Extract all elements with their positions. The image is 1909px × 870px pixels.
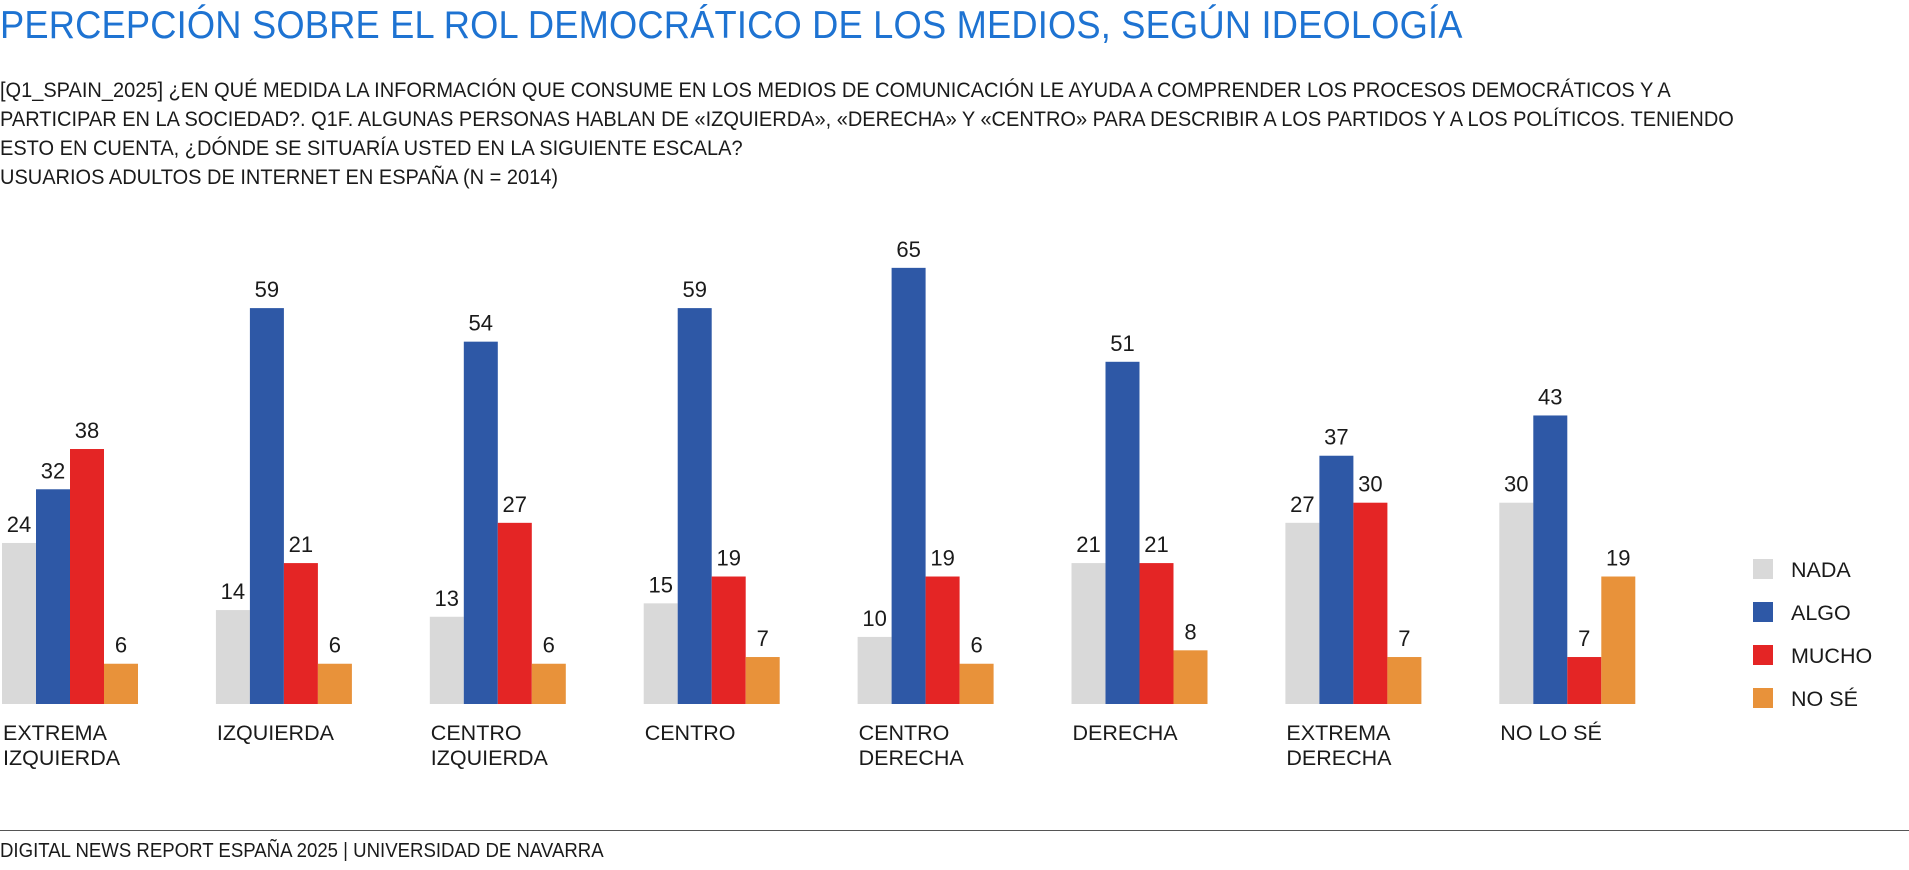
bar-nada <box>1285 522 1320 704</box>
bar-mucho <box>497 522 532 704</box>
data-label: 65 <box>896 237 920 262</box>
category-label: IZQUIERDA <box>217 721 335 745</box>
bar-algo <box>1533 415 1568 704</box>
legend-label: NO SÉ <box>1791 686 1858 711</box>
bar-algo <box>36 489 70 704</box>
bar-no-sé <box>1387 657 1422 704</box>
data-label: 30 <box>1358 472 1382 497</box>
data-label: 21 <box>1144 532 1168 557</box>
bar-no-sé <box>104 663 138 704</box>
bar-nada <box>429 616 464 704</box>
legend-swatch <box>1753 559 1773 579</box>
category-label: DERECHA <box>1073 721 1179 745</box>
bar-mucho <box>1353 502 1388 704</box>
data-label: 15 <box>648 572 672 597</box>
bar-no-sé <box>1601 576 1636 704</box>
data-label: 27 <box>503 492 527 517</box>
bar-no-sé <box>317 663 352 704</box>
bar-mucho <box>70 449 104 704</box>
bar-mucho <box>1139 563 1174 704</box>
data-label: 30 <box>1504 472 1528 497</box>
data-label: 21 <box>289 532 313 557</box>
bar-algo <box>463 341 498 704</box>
category-label: DERECHA <box>859 746 965 770</box>
data-label: 59 <box>682 277 706 302</box>
bar-algo <box>1319 455 1354 704</box>
legend-swatch <box>1753 602 1773 622</box>
legend-swatch <box>1753 688 1773 708</box>
subtitle-line: USUARIOS ADULTOS DE INTERNET EN ESPAÑA (… <box>0 165 558 189</box>
data-label: 6 <box>115 633 127 658</box>
data-label: 37 <box>1324 425 1348 450</box>
data-label: 32 <box>41 458 65 483</box>
subtitle-line: PARTICIPAR EN LA SOCIEDAD?. Q1F. ALGUNAS… <box>0 107 1734 131</box>
footer-divider <box>0 830 1909 831</box>
chart-subtitle: [Q1_SPAIN_2025] ¿EN QUÉ MEDIDA LA INFORM… <box>0 76 1734 192</box>
category-label: EXTREMA <box>3 721 108 745</box>
data-label: 7 <box>1578 626 1590 651</box>
bar-nada <box>1071 563 1106 704</box>
bar-algo <box>1105 361 1140 704</box>
data-label: 13 <box>435 586 459 611</box>
data-label: 8 <box>1184 619 1196 644</box>
data-label: 27 <box>1290 492 1314 517</box>
category-label: CENTRO <box>431 721 522 745</box>
category-label: IZQUIERDA <box>431 746 549 770</box>
bar-mucho <box>283 563 318 704</box>
data-label: 6 <box>543 633 555 658</box>
data-label: 19 <box>716 546 740 571</box>
data-label: 19 <box>1606 546 1630 571</box>
data-label: 59 <box>255 277 279 302</box>
subtitle-line: [Q1_SPAIN_2025] ¿EN QUÉ MEDIDA LA INFORM… <box>0 78 1671 102</box>
category-label: DERECHA <box>1286 746 1392 770</box>
data-label: 7 <box>757 626 769 651</box>
data-label: 14 <box>221 579 245 604</box>
bar-algo <box>677 308 712 704</box>
data-label: 6 <box>970 633 982 658</box>
data-label: 21 <box>1076 532 1100 557</box>
footer-source: DIGITAL NEWS REPORT ESPAÑA 2025 | UNIVER… <box>0 840 604 862</box>
category-label: EXTREMA <box>1286 721 1391 745</box>
bar-no-sé <box>959 663 994 704</box>
category-label: CENTRO <box>645 721 736 745</box>
legend-swatch <box>1753 645 1773 665</box>
bar-mucho <box>1567 657 1602 704</box>
bar-no-sé <box>745 657 780 704</box>
grouped-bar-chart: 2432386EXTREMAIZQUIERDA1459216IZQUIERDA1… <box>2 237 1872 770</box>
data-label: 51 <box>1110 331 1134 356</box>
legend-label: ALGO <box>1791 601 1851 625</box>
bar-nada <box>857 636 892 704</box>
legend-label: NADA <box>1791 558 1851 582</box>
bar-nada <box>215 610 250 704</box>
data-label: 10 <box>862 606 886 631</box>
data-label: 6 <box>329 633 341 658</box>
data-label: 24 <box>7 512 31 537</box>
bar-algo <box>249 308 284 704</box>
data-label: 38 <box>75 418 99 443</box>
bar-no-sé <box>1173 650 1208 704</box>
legend-label: MUCHO <box>1791 644 1872 668</box>
bar-nada <box>1499 502 1534 704</box>
bar-mucho <box>925 576 960 704</box>
category-label: IZQUIERDA <box>3 746 121 770</box>
bar-no-sé <box>531 663 566 704</box>
bar-nada <box>2 542 36 704</box>
bar-algo <box>891 267 926 704</box>
category-label: NO LO SÉ <box>1500 720 1602 745</box>
bar-nada <box>643 603 678 704</box>
category-label: CENTRO <box>859 721 950 745</box>
chart-title: PERCEPCIÓN SOBRE EL ROL DEMOCRÁTICO DE L… <box>0 4 1463 47</box>
data-label: 43 <box>1538 384 1562 409</box>
subtitle-line: ESTO EN CUENTA, ¿DÓNDE SE SITUARÍA USTED… <box>0 136 743 160</box>
data-label: 19 <box>930 546 954 571</box>
data-label: 7 <box>1398 626 1410 651</box>
data-label: 54 <box>469 311 493 336</box>
bar-mucho <box>711 576 746 704</box>
